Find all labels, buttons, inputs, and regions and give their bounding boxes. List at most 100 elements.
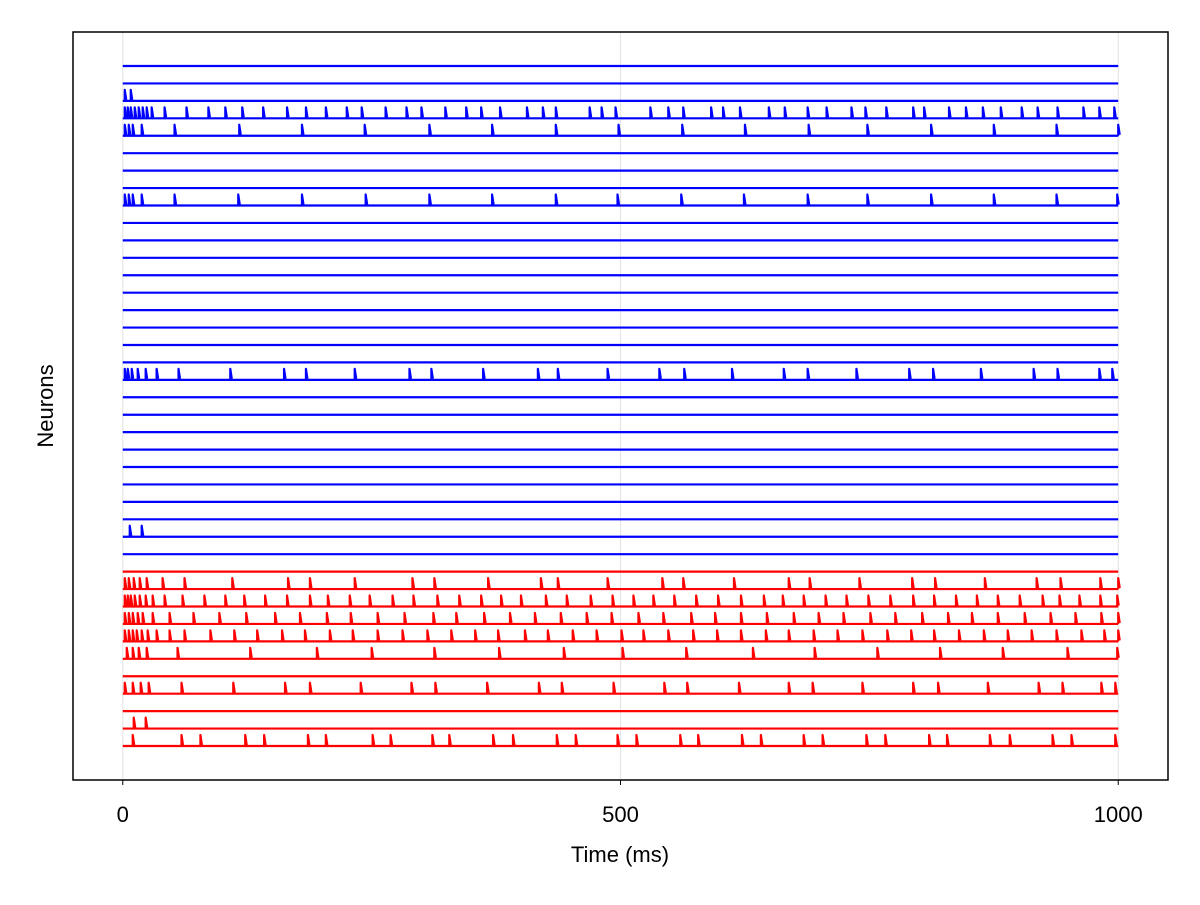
spike (947, 106, 952, 119)
spike (286, 576, 291, 590)
spike (537, 681, 542, 694)
spike (787, 576, 792, 590)
spike (448, 733, 452, 746)
spike (384, 106, 389, 119)
spike (130, 367, 135, 380)
spike (999, 106, 1004, 119)
spike (1117, 611, 1121, 624)
spike (144, 594, 149, 607)
spike (136, 611, 141, 624)
spike (126, 594, 131, 607)
spike (1055, 193, 1060, 206)
spike (743, 123, 748, 136)
spike (692, 629, 696, 642)
spike (938, 646, 943, 659)
spike (127, 629, 132, 642)
spike (308, 594, 313, 607)
spike (589, 594, 594, 607)
spike (1098, 106, 1102, 119)
spike (825, 106, 830, 119)
spike (285, 594, 290, 607)
spike (308, 576, 313, 590)
spike (616, 733, 621, 746)
spike (1055, 629, 1060, 642)
spike (168, 611, 173, 624)
spike (614, 106, 619, 119)
spike (1061, 681, 1066, 694)
spike (433, 576, 437, 590)
spike (1041, 594, 1046, 607)
spike (983, 576, 988, 590)
spike (787, 681, 792, 694)
spike (141, 106, 146, 119)
spike (802, 733, 807, 746)
spike (1082, 106, 1086, 119)
spike (370, 646, 375, 659)
spike (908, 367, 912, 380)
spike (836, 629, 841, 642)
spike (936, 681, 941, 694)
spike (360, 106, 365, 119)
spike (536, 367, 541, 380)
spike (140, 123, 145, 136)
spike (140, 524, 145, 537)
spike (957, 629, 962, 642)
spike (499, 594, 504, 607)
spike (391, 594, 396, 607)
spike (133, 106, 138, 119)
spike (183, 629, 188, 642)
spike (145, 106, 150, 119)
spike (131, 193, 136, 206)
spike (496, 629, 501, 642)
spike (1049, 611, 1054, 624)
spike (363, 123, 368, 136)
spike (680, 193, 684, 206)
spike (737, 681, 742, 694)
spike (133, 594, 138, 607)
spike (751, 646, 756, 659)
spike (555, 733, 560, 746)
spike (140, 193, 145, 206)
spike (324, 733, 329, 746)
spike (855, 367, 860, 380)
spike (123, 106, 128, 119)
spike (806, 193, 811, 206)
spike (412, 594, 417, 607)
spike (713, 611, 718, 624)
spike (533, 611, 538, 624)
spike (721, 106, 726, 119)
spike (144, 367, 149, 380)
spike (1080, 629, 1084, 642)
spike (765, 611, 770, 624)
spike (661, 576, 665, 590)
spike (1008, 733, 1013, 746)
spike (183, 576, 188, 590)
spike (376, 611, 381, 624)
spike (709, 106, 714, 119)
spike (123, 367, 128, 380)
spike (663, 681, 667, 694)
spike (620, 629, 625, 642)
spike (282, 367, 287, 380)
spike (508, 611, 513, 624)
spike (410, 681, 415, 694)
spike (782, 367, 787, 380)
spike (420, 106, 424, 119)
spike (611, 594, 616, 607)
x-axis: 0 500 1000 (117, 780, 1143, 827)
spike (480, 594, 484, 607)
spike (368, 594, 373, 607)
spike (131, 611, 136, 624)
spike (173, 123, 178, 136)
spike (345, 106, 350, 119)
spike (740, 733, 745, 746)
spike (127, 576, 132, 590)
spike (218, 611, 222, 624)
spike (739, 594, 744, 607)
spike (135, 629, 140, 642)
spike (986, 681, 991, 694)
spike (1056, 106, 1061, 119)
spike (480, 106, 484, 119)
spike (806, 367, 811, 380)
spike (1117, 629, 1121, 642)
